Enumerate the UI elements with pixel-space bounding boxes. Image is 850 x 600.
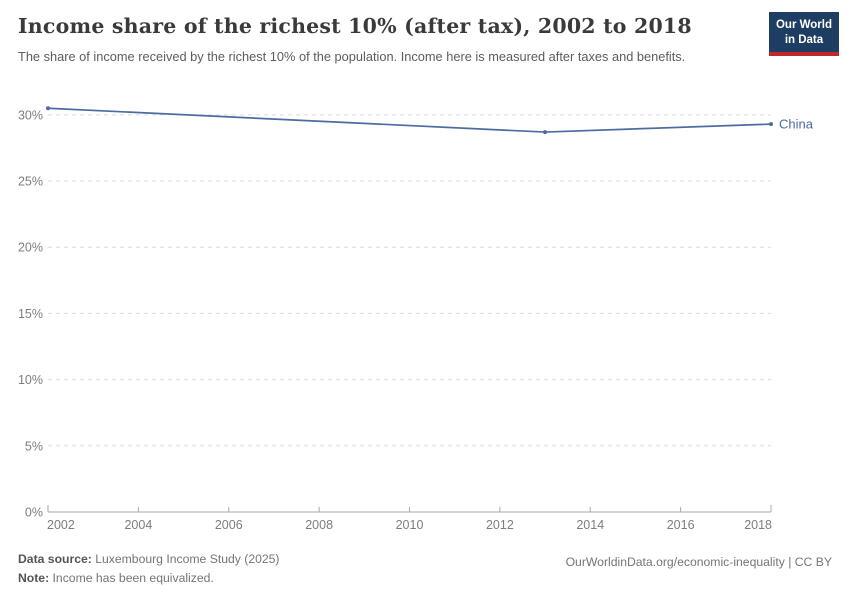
x-tick-label: 2018	[744, 518, 772, 532]
owid-logo: Our World in Data	[768, 12, 839, 56]
series-label: China	[779, 117, 814, 132]
data-point-marker	[543, 130, 548, 135]
data-source-value: Luxembourg Income Study (2025)	[91, 552, 280, 566]
y-tick-label: 5%	[25, 439, 43, 453]
x-tick-label: 2014	[576, 518, 604, 532]
x-tick-label: 2008	[305, 518, 333, 532]
y-tick-label: 10%	[18, 373, 43, 387]
series-line	[47, 107, 772, 133]
y-tick-label: 20%	[18, 241, 43, 255]
x-tick-label: 2016	[667, 518, 695, 532]
owid-logo-line2: in Data	[784, 33, 824, 46]
note-line: Note: Income has been equivalized.	[18, 569, 280, 588]
license-link[interactable]: OurWorldinData.org/economic-inequality |…	[565, 555, 832, 569]
data-source-line: Data source: Luxembourg Income Study (20…	[18, 550, 280, 569]
y-tick-label: 15%	[18, 307, 43, 321]
chart-subtitle: The share of income received by the rich…	[18, 49, 686, 64]
data-point-marker	[46, 106, 50, 111]
chart-header: Income share of the richest 10% (after t…	[18, 14, 750, 66]
y-tick-label: 0%	[25, 506, 43, 520]
x-tick-label: 2010	[396, 518, 424, 532]
chart-footer: Data source: Luxembourg Income Study (20…	[18, 550, 280, 588]
note-label: Note:	[18, 571, 50, 585]
data-point-marker	[769, 122, 773, 127]
x-tick-label: 2006	[215, 518, 243, 532]
y-tick-label: 30%	[18, 108, 43, 122]
x-tick-label: 2004	[124, 518, 152, 532]
x-tick-label: 2002	[47, 518, 75, 532]
chart-title: Income share of the richest 10% (after t…	[18, 14, 692, 38]
x-tick-label: 2012	[486, 518, 514, 532]
y-tick-label: 25%	[18, 175, 43, 189]
owid-logo-line1: Our World	[775, 19, 832, 31]
data-source-label: Data source:	[18, 552, 92, 566]
note-value: Income has been equivalized.	[49, 571, 214, 585]
